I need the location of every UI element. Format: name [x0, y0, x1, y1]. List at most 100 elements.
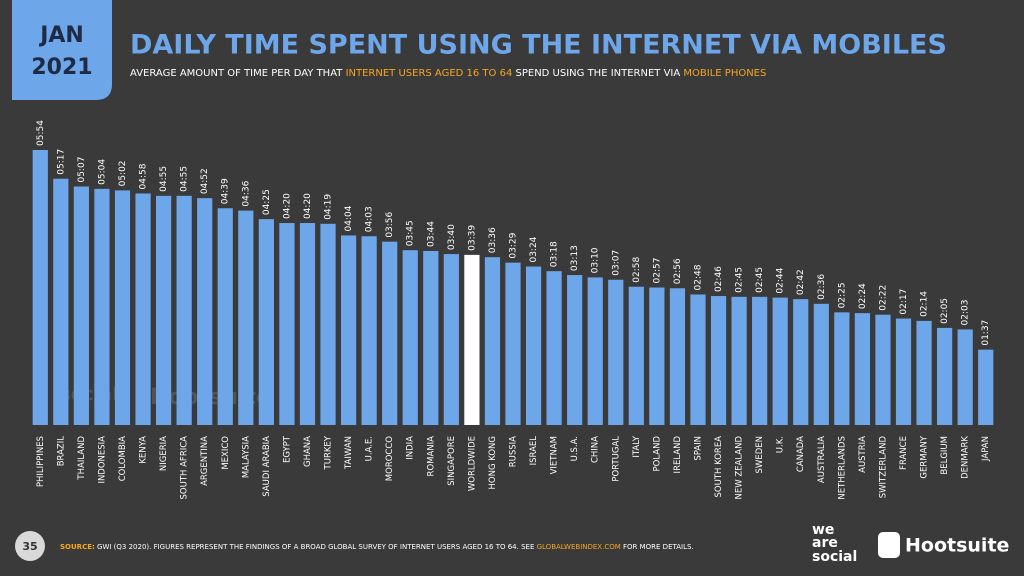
value-label: 02:05: [940, 298, 950, 324]
hootsuite-icon: [878, 532, 900, 558]
x-tick-label: INDONESIA: [97, 436, 107, 484]
x-tick-label: U.S.A.: [570, 436, 580, 461]
bar: [320, 223, 336, 425]
x-tick-label: GERMANY: [920, 435, 930, 478]
source-text: FOR MORE DETAILS.: [621, 543, 694, 551]
x-tick-label: GHANA: [303, 436, 313, 467]
x-tick-label: JAPAN: [981, 436, 991, 462]
value-label: 04:19: [324, 194, 334, 220]
bar: [916, 320, 932, 425]
bar: [299, 223, 316, 425]
bar: [813, 303, 829, 425]
bar: [176, 195, 192, 425]
x-tick-label: MEXICO: [221, 436, 231, 470]
value-label: 02:48: [693, 264, 703, 290]
value-label: 04:36: [241, 180, 251, 206]
value-label: 05:02: [118, 160, 128, 186]
bar: [567, 275, 583, 425]
value-label: 02:22: [878, 285, 888, 311]
x-tick-label: ROMANIA: [426, 436, 436, 477]
x-tick-label: EGYPT: [282, 435, 292, 463]
bar: [608, 279, 624, 425]
x-tick-label: AUSTRIA: [858, 436, 868, 473]
subtitle-highlight: INTERNET USERS AGED 16 TO 64: [346, 68, 513, 79]
bar: [464, 254, 480, 425]
x-tick-label: ITALY: [632, 435, 642, 457]
logo-text: we: [812, 522, 834, 538]
bar: [957, 329, 973, 425]
x-tick-label: IRELAND: [673, 436, 683, 474]
x-tick-label: VIETNAM: [550, 436, 560, 474]
x-tick-label: FRANCE: [899, 436, 909, 470]
x-tick-label: TAIWAN: [344, 436, 354, 470]
x-tick-label: NETHERLANDS: [837, 436, 847, 500]
value-label: 04:20: [303, 193, 313, 219]
x-tick-label: BELGIUM: [940, 436, 950, 475]
bar: [382, 241, 398, 425]
bar: [155, 195, 172, 425]
bar: [114, 190, 131, 425]
value-label: 03:13: [570, 245, 580, 271]
page-badge: [15, 531, 45, 561]
date-badge: [12, 0, 112, 100]
value-label: 03:18: [550, 241, 560, 267]
bar: [135, 193, 151, 425]
bar: [710, 296, 727, 425]
value-label: 03:39: [467, 225, 477, 251]
bar: [669, 288, 686, 425]
value-label: 02:58: [632, 257, 642, 283]
bar: [834, 312, 850, 425]
bar: [937, 327, 953, 425]
logo-text: social: [812, 549, 857, 565]
x-tick-label: TURKEY: [324, 435, 334, 470]
x-tick-label: ISRAEL: [529, 436, 539, 466]
badge-year: 2021: [31, 55, 92, 80]
value-label: 05:07: [77, 157, 87, 183]
bar: [217, 208, 233, 425]
value-label: 05:04: [97, 159, 107, 185]
x-tick-label: HONG KONG: [488, 436, 498, 489]
value-label: 05:54: [36, 120, 46, 146]
x-tick-label: POLAND: [652, 436, 662, 472]
bar: [793, 299, 809, 425]
value-label: 04:52: [200, 168, 210, 194]
bar: [978, 349, 994, 425]
x-tick-label: ARGENTINA: [200, 436, 210, 486]
value-label: 02:24: [858, 283, 868, 309]
source-label: SOURCE:: [60, 543, 95, 551]
bar: [94, 188, 110, 425]
value-label: 03:29: [509, 232, 519, 258]
bar: [587, 277, 603, 425]
value-label: 03:44: [426, 221, 436, 247]
x-tick-label: MALAYSIA: [241, 436, 251, 478]
value-label: 03:10: [591, 247, 601, 273]
value-label: 04:25: [262, 189, 272, 215]
value-label: 02:45: [735, 267, 745, 293]
value-label: 03:24: [529, 236, 539, 262]
value-label: 04:55: [180, 166, 190, 192]
logo-text: are: [812, 535, 838, 551]
value-label: 04:55: [159, 166, 169, 192]
bar: [875, 314, 891, 425]
bar: [423, 250, 439, 425]
chart-title: DAILY TIME SPENT USING THE INTERNET VIA …: [130, 30, 947, 61]
value-label: 02:14: [920, 291, 930, 317]
value-label: 03:40: [447, 224, 457, 250]
logo-we-are-social: we are social: [812, 522, 857, 565]
bar: [628, 286, 644, 425]
x-tick-label: U.K.: [776, 436, 786, 453]
x-tick-label: NIGERIA: [159, 436, 169, 471]
x-tick-label: PORTUGAL: [611, 436, 621, 482]
value-label: 04:20: [282, 193, 292, 219]
bar: [546, 271, 562, 425]
logo-hootsuite: Hootsuite: [905, 535, 1009, 557]
bar: [361, 236, 377, 425]
x-tick-label: SWITZERLAND: [878, 436, 888, 499]
x-tick-label: SOUTH AFRICA: [180, 436, 190, 500]
bar: [238, 210, 254, 425]
value-label: 02:36: [817, 274, 827, 300]
bar: [443, 254, 459, 425]
subtitle-part: AVERAGE AMOUNT OF TIME PER DAY THAT: [130, 68, 346, 79]
source-link: GLOBALWEBINDEX.COM: [537, 543, 621, 551]
